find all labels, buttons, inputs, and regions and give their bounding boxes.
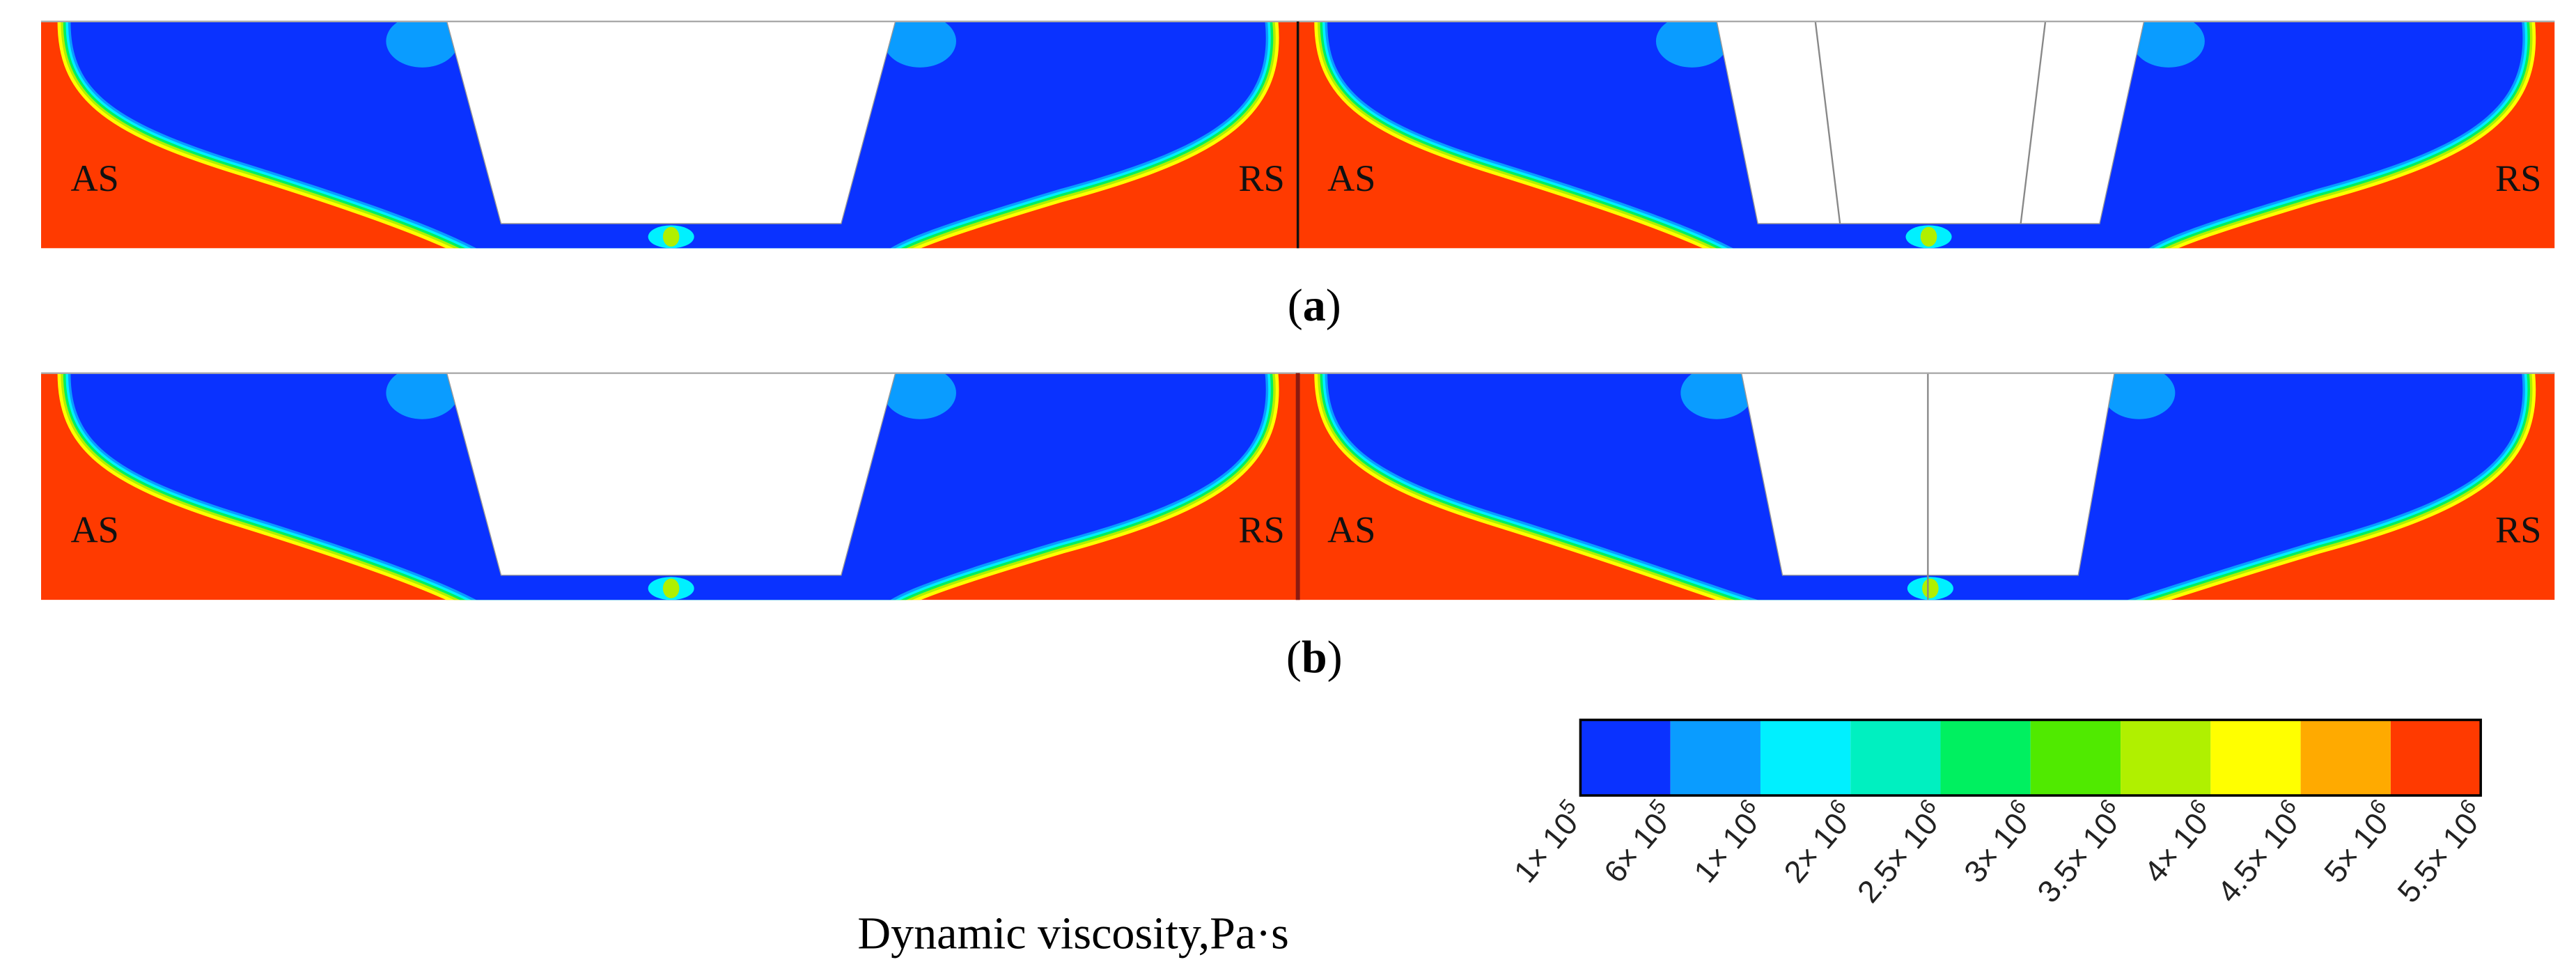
side-label: RS	[2495, 157, 2541, 199]
colorbar-tick-label: 3× 106	[1954, 795, 2043, 890]
contour-view	[40, 21, 1298, 249]
tool-line	[2020, 21, 2047, 224]
colorbar-segment	[2210, 720, 2301, 795]
side-label: RS	[1238, 509, 1284, 551]
hot-spot-core	[662, 226, 680, 247]
hot-spot-core	[1922, 578, 1939, 598]
corner-spot	[2132, 21, 2205, 68]
corner-spot	[386, 21, 459, 68]
hot-spot-core	[662, 578, 680, 598]
colorbar-segment	[1580, 720, 1671, 795]
colorbar-segment	[2121, 720, 2211, 795]
colorbar-tick-label: 2.5× 106	[1848, 795, 1953, 909]
colorbar-tick-label: 5× 106	[2314, 795, 2403, 890]
tick-base: 2.5× 10	[1850, 807, 1944, 910]
tick-base: 4.5× 10	[2211, 807, 2305, 910]
side-label: AS	[70, 157, 118, 199]
contour-view	[40, 373, 1298, 600]
corner-spot	[386, 373, 459, 419]
colorbar-segment	[2390, 720, 2481, 795]
colorbar-tick-label: 4.5× 106	[2208, 795, 2313, 909]
caption-part: )	[1326, 280, 1341, 331]
contour-view	[1297, 21, 2555, 249]
hot-spot-core	[1920, 226, 1937, 247]
tick-base: 5.5× 10	[2391, 807, 2485, 910]
colorbar-segment	[1670, 720, 1761, 795]
colorbar-segment	[2030, 720, 2121, 795]
colorbar-tick-label: 2× 106	[1774, 795, 1863, 890]
tool-profile	[1716, 21, 2145, 224]
side-label: AS	[70, 509, 118, 551]
caption-part: (	[1288, 280, 1303, 331]
caption: (a)	[1288, 280, 1341, 331]
colorbar-segment	[1760, 720, 1851, 795]
contour-view	[1297, 373, 2555, 600]
colorbar-title: Dynamic viscosity,Pa·s	[857, 908, 1288, 958]
tick-base: 3.5× 10	[2031, 807, 2125, 910]
colorbar-segment	[1850, 720, 1941, 795]
corner-spot	[1655, 21, 1728, 68]
side-label: RS	[1238, 157, 1284, 199]
caption-part: )	[1327, 632, 1343, 683]
caption-part: (	[1286, 632, 1302, 683]
colorbar-tick-label: 5.5× 106	[2388, 795, 2493, 909]
caption-part: a	[1303, 280, 1326, 331]
colorbar-tick-label: 4× 106	[2134, 795, 2223, 890]
tool-profile	[446, 21, 896, 224]
corner-spot	[2102, 373, 2176, 419]
tool-line	[1814, 21, 1841, 224]
side-label: AS	[1327, 509, 1375, 551]
corner-spot	[1680, 373, 1754, 419]
colorbar-segment	[2300, 720, 2391, 795]
corner-spot	[884, 373, 956, 419]
colorbar-tick-label: 1× 106	[1684, 795, 1772, 890]
corner-spot	[884, 21, 956, 68]
colorbar-tick-label: 6× 105	[1594, 795, 1683, 890]
side-label: AS	[1327, 157, 1375, 199]
colorbar-frame	[1579, 718, 2482, 797]
caption-part: b	[1302, 632, 1327, 683]
colorbar-segment	[1940, 720, 2031, 795]
colorbar-tick-label: 1× 105	[1504, 795, 1593, 890]
tool-profile	[446, 373, 896, 576]
colorbar-tick-label: 3.5× 106	[2027, 795, 2132, 909]
caption: (b)	[1286, 632, 1343, 683]
side-label: RS	[2495, 509, 2541, 551]
